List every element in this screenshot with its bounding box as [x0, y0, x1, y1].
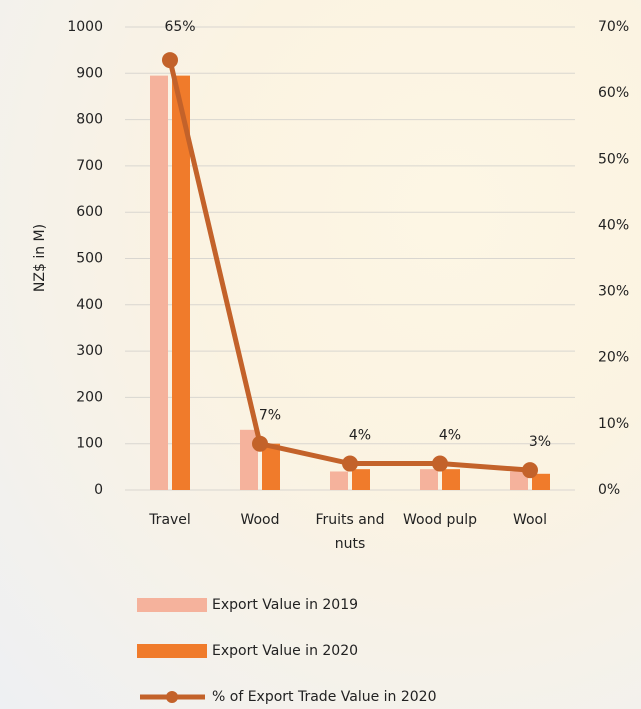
line-marker	[162, 52, 178, 69]
bar	[330, 471, 348, 490]
y2-tick-label: 50%	[598, 151, 629, 167]
y-tick-label: 900	[76, 65, 103, 81]
bar	[442, 469, 460, 490]
y2-tick-label: 20%	[598, 350, 629, 366]
y-tick-label: 800	[76, 112, 103, 128]
y2-tick-label: 30%	[598, 284, 629, 300]
line-marker	[522, 462, 538, 479]
y-tick-label: 0	[94, 482, 103, 498]
data-label: 65%	[164, 19, 195, 35]
x-tick-label: Wood pulp	[402, 512, 478, 528]
data-label: 4%	[349, 428, 371, 444]
bar	[352, 469, 370, 490]
y-axis-title: NZ$ in M)	[32, 224, 48, 292]
bar	[532, 473, 550, 490]
legend-swatch	[137, 598, 207, 612]
x-tick-label: Travel	[149, 512, 191, 528]
data-label: 7%	[259, 408, 281, 424]
data-label: 4%	[439, 428, 461, 444]
bar	[172, 75, 190, 491]
y-tick-label: 200	[76, 389, 103, 405]
y-tick-label: 300	[76, 343, 103, 359]
line-marker	[432, 455, 448, 472]
y2-tick-label: 70%	[598, 19, 629, 35]
bar	[150, 75, 168, 491]
y2-tick-label: 60%	[598, 85, 629, 101]
y-tick-label: 400	[76, 297, 103, 313]
line-marker	[252, 435, 268, 452]
legend-swatch	[166, 691, 178, 703]
y-tick-label: 1000	[67, 19, 103, 35]
line-marker	[342, 455, 358, 472]
y2-tick-label: 0%	[598, 482, 620, 498]
y-tick-label: 600	[76, 204, 103, 220]
bar	[262, 443, 280, 490]
x-tick-label: Fruits and nuts	[315, 512, 385, 552]
y-tick-label: 700	[76, 158, 103, 174]
legend-label: % of Export Trade Value in 2020	[212, 689, 437, 705]
bar	[420, 469, 438, 490]
x-tick-label: Wood	[240, 512, 280, 528]
y-tick-label: 100	[76, 436, 103, 452]
y-tick-label: 500	[76, 251, 103, 267]
legend-label: Export Value in 2020	[212, 643, 358, 659]
line	[167, 59, 531, 473]
y2-tick-label: 40%	[598, 217, 629, 233]
bar	[510, 471, 528, 490]
legend-label: Export Value in 2019	[212, 597, 358, 613]
y2-tick-label: 10%	[598, 416, 629, 432]
x-tick-label: Wool	[512, 512, 548, 528]
legend-swatch	[137, 644, 207, 658]
data-label: 3%	[529, 434, 551, 450]
